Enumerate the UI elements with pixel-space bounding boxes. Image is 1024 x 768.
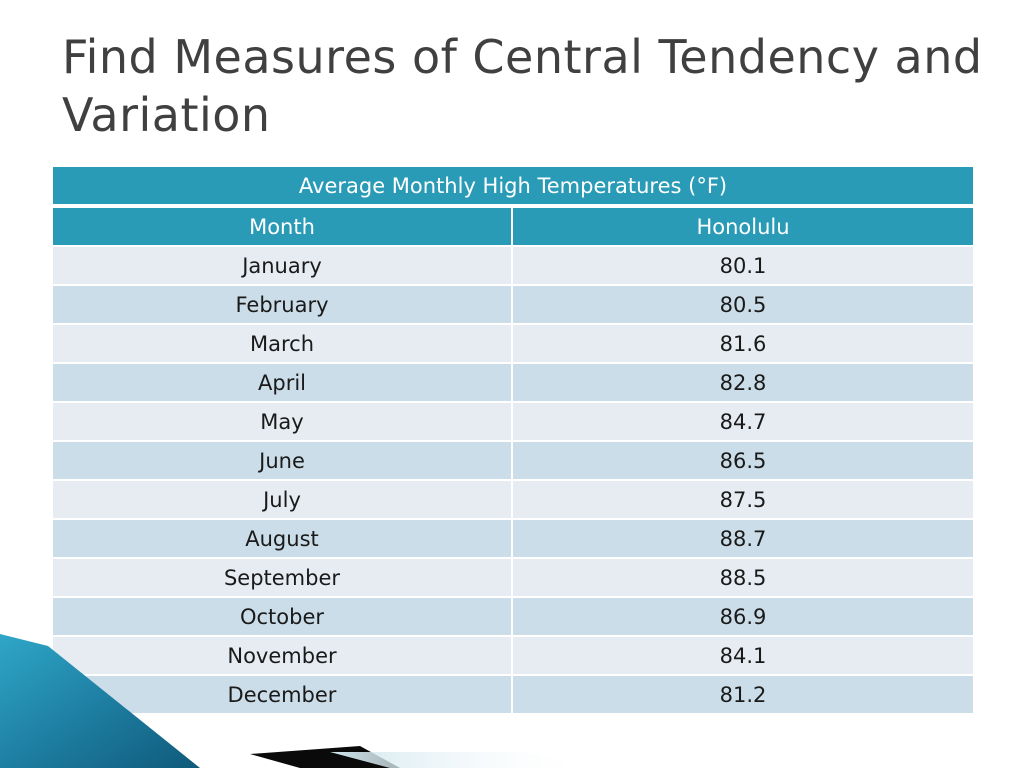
month-cell: March: [51, 323, 513, 364]
month-cell: November: [51, 635, 513, 676]
table-row: October 86.9: [51, 596, 975, 637]
table-row: July 87.5: [51, 479, 975, 520]
temperature-cell: 80.5: [511, 284, 975, 325]
month-cell: August: [51, 518, 513, 559]
table-row: April 82.8: [51, 362, 975, 403]
temperature-cell: 87.5: [511, 479, 975, 520]
temperature-cell: 81.2: [511, 674, 975, 715]
temperature-cell: 80.1: [511, 245, 975, 286]
temperature-cell: 82.8: [511, 362, 975, 403]
month-cell: September: [51, 557, 513, 598]
temperature-cell: 88.7: [511, 518, 975, 559]
month-cell: October: [51, 596, 513, 637]
column-header-month: Month: [51, 204, 513, 247]
month-cell: April: [51, 362, 513, 403]
table-header-row: Month Honolulu: [51, 204, 975, 247]
table-row: December 81.2: [51, 674, 975, 715]
month-cell: January: [51, 245, 513, 286]
table-row: January 80.1: [51, 245, 975, 286]
month-cell: May: [51, 401, 513, 442]
table-row: March 81.6: [51, 323, 975, 364]
temperature-cell: 84.1: [511, 635, 975, 676]
month-cell: December: [51, 674, 513, 715]
pale-swoosh-shape: [330, 752, 600, 768]
column-header-honolulu: Honolulu: [511, 204, 975, 247]
table-caption-row: Average Monthly High Temperatures (°F): [51, 165, 975, 207]
table-caption: Average Monthly High Temperatures (°F): [51, 165, 975, 207]
temperature-cell: 88.5: [511, 557, 975, 598]
table-row: August 88.7: [51, 518, 975, 559]
month-cell: July: [51, 479, 513, 520]
temperature-cell: 86.5: [511, 440, 975, 481]
slide-title: Find Measures of Central Tendency and Va…: [62, 30, 983, 142]
black-swoosh-shape: [250, 746, 400, 768]
temperature-cell: 81.6: [511, 323, 975, 364]
table-row: February 80.5: [51, 284, 975, 325]
table-row: May 84.7: [51, 401, 975, 442]
temperature-table: Average Monthly High Temperatures (°F) M…: [51, 165, 975, 715]
temperature-cell: 84.7: [511, 401, 975, 442]
temperature-cell: 86.9: [511, 596, 975, 637]
table-row: November 84.1: [51, 635, 975, 676]
table-row: June 86.5: [51, 440, 975, 481]
table-row: September 88.5: [51, 557, 975, 598]
month-cell: June: [51, 440, 513, 481]
month-cell: February: [51, 284, 513, 325]
